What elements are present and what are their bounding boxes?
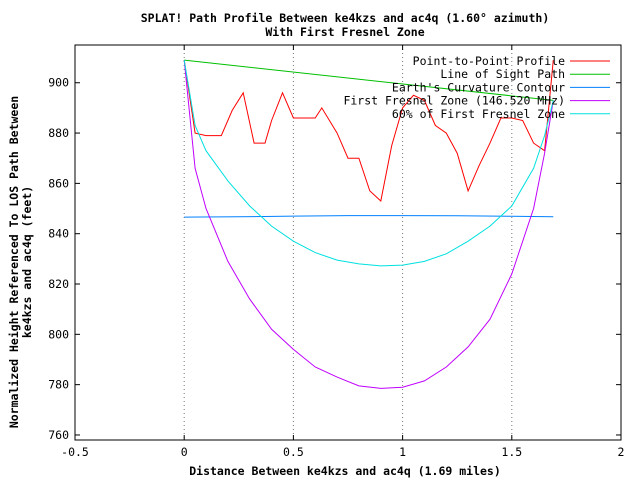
x-axis-label: Distance Between ke4kzs and ac4q (1.69 m… — [189, 464, 501, 478]
x-tick-label: 0.5 — [283, 445, 304, 459]
y-tick-label: 800 — [48, 327, 69, 341]
y-tick-label: 840 — [48, 227, 69, 241]
y-axis-label-group: Normalized Height Referenced To LOS Path… — [7, 96, 34, 428]
series-line-3 — [184, 215, 554, 218]
axis-tick-labels: -0.5 0 0.5 1 1.5 2 760 780 800 820 840 860 880 900 — [48, 76, 624, 459]
legend-label: 60% of First Fresnel Zone — [392, 107, 565, 121]
x-tick-label: 0 — [181, 445, 188, 459]
plot-frame — [74, 44, 622, 441]
y-axis-label-line2: ke4kzs and ac4q (feet) — [20, 186, 34, 338]
y-tick-label: 780 — [48, 378, 69, 392]
x-tick-label: 2 — [618, 445, 625, 459]
legend-label: Earth's Curvature Contour — [392, 80, 565, 94]
axis-ticks — [74, 45, 622, 440]
y-tick-label: 760 — [48, 428, 69, 442]
series-line-4 — [183, 60, 554, 389]
chart-subtitle: With First Fresnel Zone — [265, 25, 424, 39]
y-tick-label: 900 — [48, 76, 69, 90]
series-line-5 — [183, 60, 554, 267]
legend-label: First Fresnel Zone (146.520 MHz) — [343, 94, 565, 108]
series-layer — [183, 59, 554, 389]
legend-label: Point-to-Point Profile — [413, 54, 565, 68]
chart-title: SPLAT! Path Profile Between ke4kzs and a… — [141, 11, 550, 25]
series-line-1 — [183, 60, 554, 202]
y-tick-label: 860 — [48, 176, 69, 190]
y-axis-label-line1: Normalized Height Referenced To LOS Path… — [7, 96, 21, 428]
x-tick-label: -0.5 — [61, 445, 89, 459]
y-tick-label: 880 — [48, 126, 69, 140]
legend-label: Line of Sight Path — [440, 67, 565, 81]
series-line-2 — [184, 59, 554, 101]
x-tick-label: 1.5 — [501, 445, 522, 459]
x-tick-label: 1 — [399, 445, 406, 459]
y-tick-label: 820 — [48, 277, 69, 291]
